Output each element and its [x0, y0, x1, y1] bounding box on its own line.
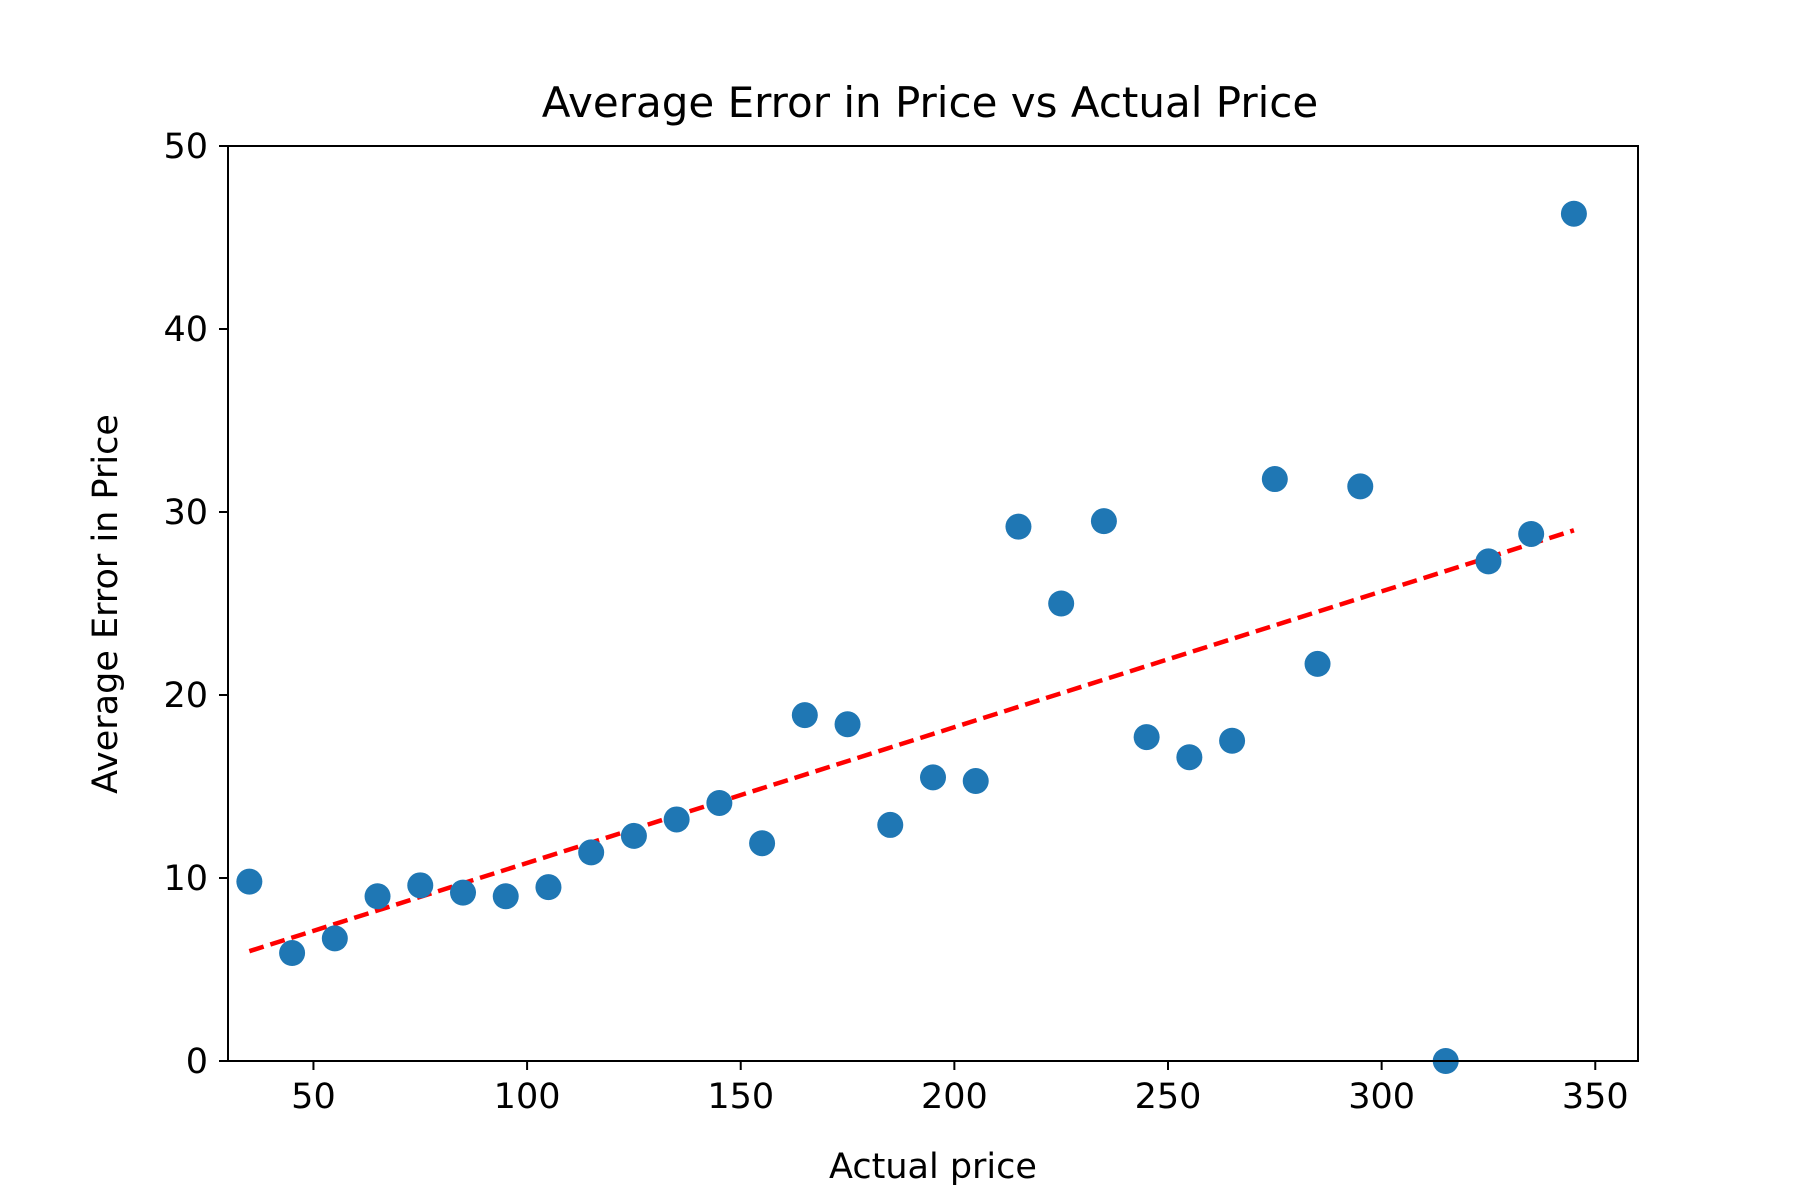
trendline: [248, 528, 1575, 954]
x-tick-label: 150: [707, 1077, 774, 1117]
data-point: [236, 868, 263, 895]
data-point: [1090, 508, 1117, 535]
plot-frame: [227, 145, 1639, 1062]
data-point: [578, 839, 605, 866]
y-tick-label: 30: [163, 493, 208, 533]
y-tick-label: 40: [163, 310, 208, 350]
x-axis-ticks: 50 100 150 200 250 300 350: [291, 1061, 1629, 1117]
y-axis-label: Average Error in Price: [86, 414, 126, 794]
data-point: [450, 879, 476, 906]
chart-title: Average Error in Price vs Actual Price: [542, 78, 1318, 127]
y-tick-label: 10: [163, 859, 208, 899]
data-point: [1219, 727, 1246, 754]
data-point: [962, 768, 989, 795]
data-point: [1518, 520, 1545, 547]
data-point: [620, 822, 647, 849]
data-point: [877, 811, 904, 838]
data-point: [407, 872, 434, 899]
data-point: [1261, 466, 1288, 493]
data-point: [920, 764, 946, 791]
y-tick-label: 50: [163, 127, 208, 167]
data-point: [279, 940, 306, 967]
data-point: [1048, 590, 1075, 617]
data-point: [1005, 513, 1032, 540]
y-tick-label: 20: [163, 676, 208, 716]
data-point: [1560, 200, 1587, 227]
data-point: [791, 702, 818, 729]
data-point: [663, 806, 690, 833]
data-point: [364, 883, 391, 910]
x-tick-label: 300: [1348, 1077, 1415, 1117]
x-tick-label: 200: [921, 1077, 988, 1117]
x-tick-label: 100: [494, 1077, 561, 1117]
x-axis-label: Actual price: [829, 1147, 1037, 1187]
x-tick-label: 250: [1135, 1077, 1202, 1117]
data-point: [535, 874, 562, 901]
y-axis-ticks: 0 10 20 30 40 50: [163, 127, 228, 1082]
data-point: [1347, 473, 1374, 500]
data-points: [236, 200, 1587, 1074]
y-tick-label: 0: [186, 1042, 208, 1082]
data-point: [321, 925, 348, 952]
data-point: [492, 883, 519, 910]
data-point: [1133, 724, 1160, 751]
data-point: [706, 789, 733, 816]
data-point: [834, 711, 861, 738]
data-point: [1304, 650, 1331, 677]
data-point: [1475, 548, 1502, 575]
data-point: [1176, 744, 1203, 771]
x-tick-label: 350: [1562, 1077, 1629, 1117]
x-tick-label: 50: [291, 1077, 336, 1117]
data-point: [749, 830, 776, 857]
